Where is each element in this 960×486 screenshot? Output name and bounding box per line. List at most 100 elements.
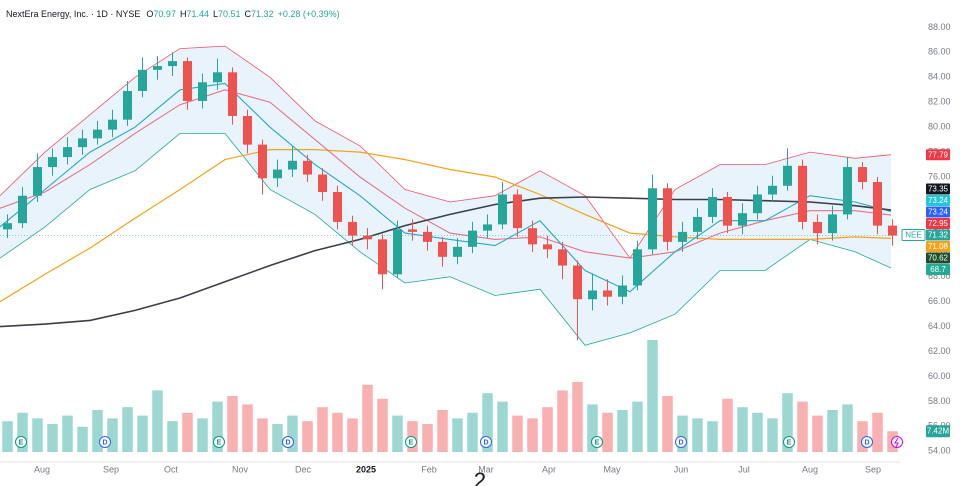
candle-body bbox=[198, 82, 207, 101]
volume-bar bbox=[167, 421, 178, 452]
x-tick-label: Mar bbox=[478, 464, 494, 474]
volume-bar bbox=[347, 418, 358, 452]
volume-bar bbox=[107, 418, 118, 452]
candle-body bbox=[393, 229, 402, 275]
volume-bar bbox=[857, 421, 868, 452]
candle-body bbox=[498, 194, 507, 225]
x-tick-label: 2025 bbox=[356, 464, 376, 474]
volume-bar bbox=[632, 401, 643, 452]
event-label: E bbox=[19, 439, 24, 446]
symbol-name: NextEra Energy, Inc. bbox=[6, 9, 88, 19]
volume-bar bbox=[137, 415, 148, 452]
volume-bar bbox=[152, 390, 163, 452]
volume-bar bbox=[497, 401, 508, 452]
candle-body bbox=[483, 224, 492, 231]
price-label: 71.08 bbox=[928, 242, 949, 251]
interval: 1D bbox=[96, 9, 108, 19]
candle-body bbox=[633, 249, 642, 286]
symbol-tag: NEE bbox=[905, 231, 921, 240]
candle-body bbox=[723, 196, 732, 226]
volume-bar bbox=[617, 410, 628, 452]
x-tick-label: Nov bbox=[232, 464, 249, 474]
x-tick-label: Sep bbox=[103, 464, 119, 474]
y-tick-label: 76.00 bbox=[928, 171, 951, 181]
candle-body bbox=[18, 195, 27, 224]
candle-body bbox=[813, 221, 822, 234]
price-label: 72.95 bbox=[928, 219, 949, 228]
volume-bar bbox=[737, 407, 748, 452]
x-tick-label: Apr bbox=[542, 464, 556, 474]
price-label: 70.62 bbox=[928, 254, 949, 263]
candle-body bbox=[423, 231, 432, 242]
volume-bar bbox=[767, 418, 778, 452]
y-tick-label: 82.00 bbox=[928, 97, 951, 107]
candle-body bbox=[573, 265, 582, 300]
exchange: NYSE bbox=[116, 9, 141, 19]
band-fill bbox=[0, 46, 891, 346]
volume-bar bbox=[752, 412, 763, 452]
volume-bar bbox=[422, 424, 433, 452]
candle-body bbox=[543, 244, 552, 250]
indicator-line bbox=[0, 196, 892, 328]
candle-body bbox=[318, 174, 327, 192]
candle-body bbox=[708, 196, 717, 217]
candle-body bbox=[693, 216, 702, 232]
event-marker[interactable] bbox=[405, 436, 417, 448]
y-tick-label: 80.00 bbox=[928, 122, 951, 132]
event-marker[interactable] bbox=[861, 436, 873, 448]
event-marker[interactable] bbox=[591, 436, 603, 448]
candle-body bbox=[603, 290, 612, 297]
volume-bar bbox=[392, 415, 403, 452]
event-marker[interactable] bbox=[783, 436, 795, 448]
event-icon[interactable] bbox=[891, 436, 903, 448]
volume-bar bbox=[827, 410, 838, 452]
volume-bar bbox=[377, 398, 388, 452]
chart-header: NextEra Energy, Inc. · 1D · NYSE O70.97 H7… bbox=[6, 9, 340, 19]
candle-body bbox=[663, 188, 672, 242]
candle-body bbox=[468, 230, 477, 247]
candle-body bbox=[33, 167, 42, 196]
event-marker[interactable] bbox=[675, 436, 687, 448]
x-tick-label: May bbox=[603, 464, 621, 474]
volume-bar bbox=[287, 415, 298, 452]
candle-body bbox=[153, 66, 162, 70]
price-label-box bbox=[926, 183, 950, 195]
candle-body bbox=[588, 290, 597, 300]
event-marker[interactable] bbox=[213, 436, 225, 448]
event-marker[interactable] bbox=[480, 436, 492, 448]
price-label-box bbox=[926, 240, 950, 252]
volume-bar bbox=[842, 404, 853, 452]
volume-bar bbox=[122, 407, 133, 452]
volume-bar bbox=[212, 401, 223, 452]
x-tick-label: Jun bbox=[674, 464, 689, 474]
candle-body bbox=[783, 165, 792, 186]
x-tick-label: Dec bbox=[295, 464, 312, 474]
volume-label-box bbox=[926, 425, 950, 438]
event-marker[interactable] bbox=[282, 436, 294, 448]
y-tick-label: 66.00 bbox=[928, 296, 951, 306]
indicator-line bbox=[0, 82, 892, 293]
quote-label: O bbox=[146, 9, 153, 19]
x-tick-label: Sep bbox=[865, 464, 881, 474]
event-label: D bbox=[483, 439, 488, 446]
volume-bar bbox=[482, 393, 493, 452]
event-label: D bbox=[102, 439, 107, 446]
candle-body bbox=[843, 167, 852, 215]
volume-bar bbox=[797, 401, 808, 452]
event-label: E bbox=[409, 439, 414, 446]
candle-body bbox=[213, 72, 222, 83]
indicator-line bbox=[0, 133, 892, 346]
candle-body bbox=[303, 160, 312, 175]
candle-body bbox=[738, 213, 747, 226]
candle-body bbox=[438, 241, 447, 257]
event-marker[interactable] bbox=[99, 436, 111, 448]
event-marker[interactable] bbox=[15, 436, 27, 448]
indicator-line bbox=[0, 45, 892, 259]
quote-change: +0.28 (+0.39%) bbox=[278, 9, 340, 19]
y-tick-label: 54.00 bbox=[928, 446, 951, 456]
candle-body bbox=[768, 185, 777, 195]
candle-body bbox=[828, 214, 837, 234]
candle-body bbox=[183, 61, 192, 101]
price-label: 68.7 bbox=[930, 265, 946, 274]
